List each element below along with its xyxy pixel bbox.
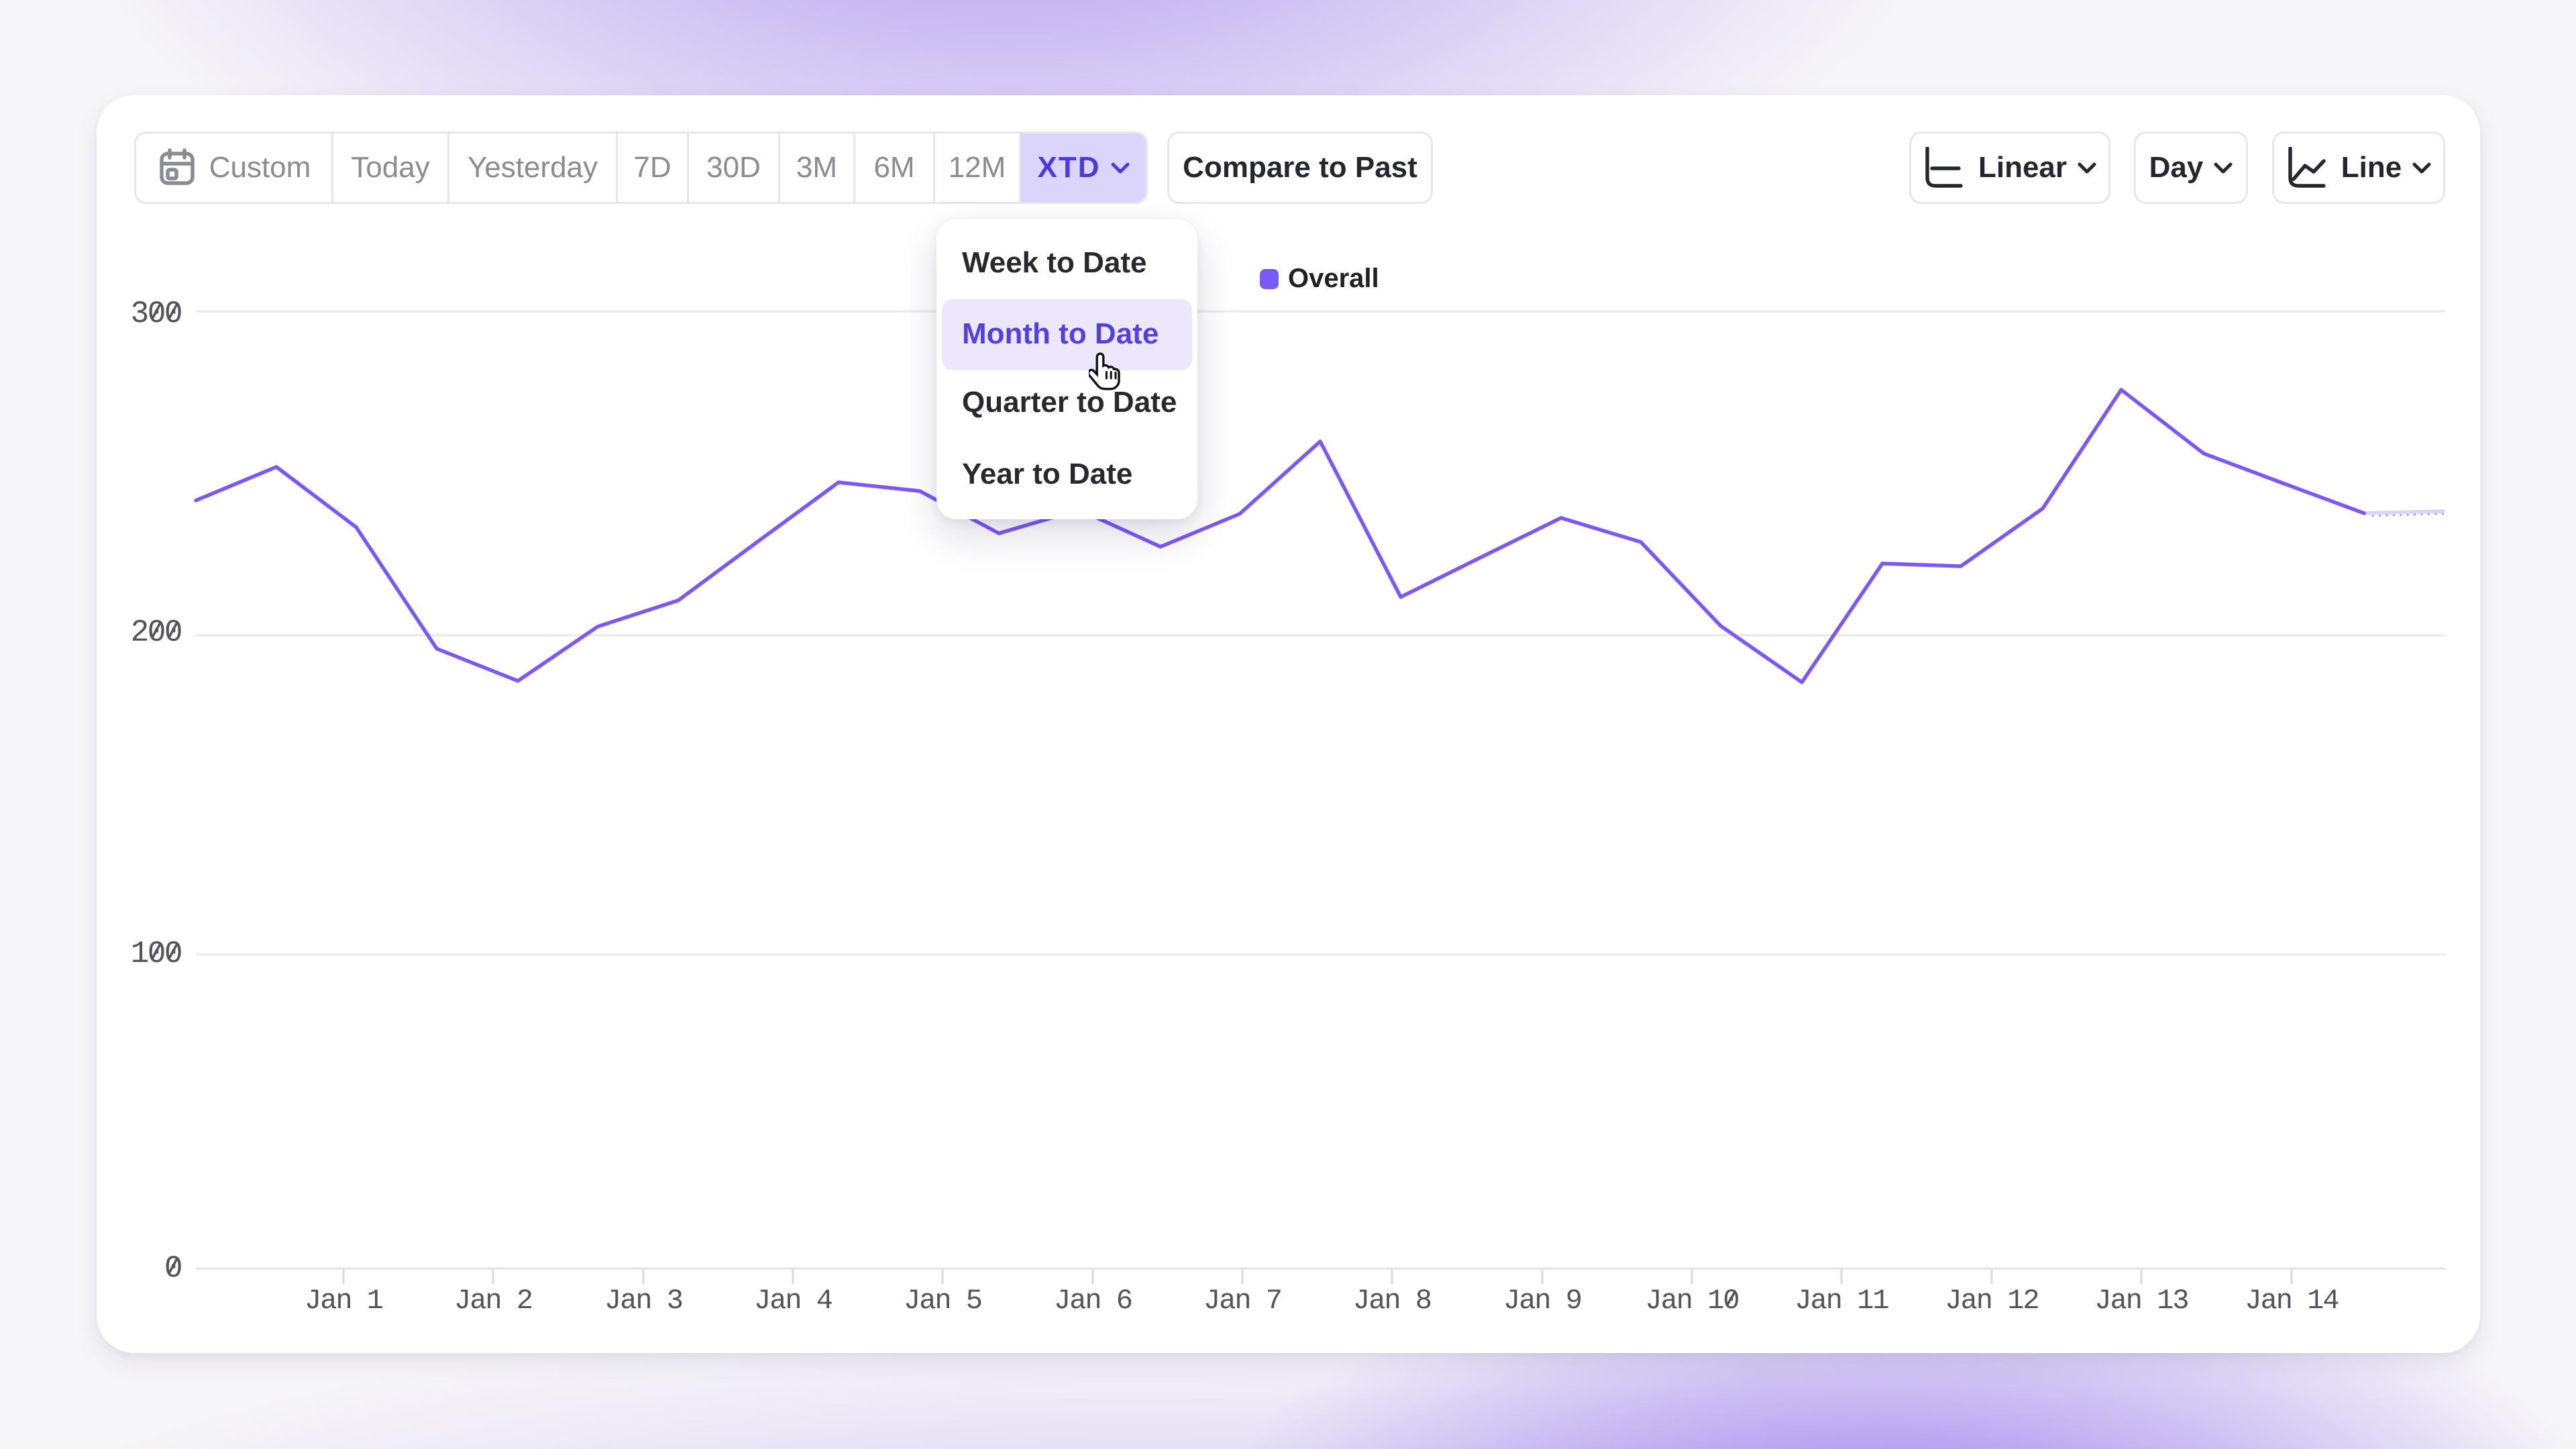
svg-text:0: 0 bbox=[164, 1251, 181, 1286]
svg-text:Jan 3: Jan 3 bbox=[604, 1285, 682, 1317]
svg-text:100: 100 bbox=[131, 936, 181, 971]
svg-text:Jan 10: Jan 10 bbox=[1645, 1285, 1738, 1317]
svg-text:Jan 5: Jan 5 bbox=[904, 1285, 981, 1317]
svg-text:Jan 11: Jan 11 bbox=[1794, 1285, 1888, 1317]
svg-text:200: 200 bbox=[131, 615, 181, 650]
svg-text:Jan 13: Jan 13 bbox=[2094, 1285, 2188, 1317]
svg-text:Jan 9: Jan 9 bbox=[1503, 1285, 1581, 1317]
svg-text:Jan 1: Jan 1 bbox=[305, 1285, 383, 1317]
svg-text:Jan 4: Jan 4 bbox=[754, 1285, 833, 1317]
svg-text:Jan 12: Jan 12 bbox=[1945, 1285, 2038, 1317]
svg-text:300: 300 bbox=[131, 297, 181, 331]
svg-text:Jan 6: Jan 6 bbox=[1054, 1285, 1132, 1317]
svg-text:Jan 8: Jan 8 bbox=[1353, 1285, 1431, 1317]
svg-text:Jan 14: Jan 14 bbox=[2245, 1285, 2339, 1317]
svg-text:Jan 7: Jan 7 bbox=[1203, 1285, 1281, 1317]
svg-text:Jan 2: Jan 2 bbox=[454, 1285, 532, 1317]
